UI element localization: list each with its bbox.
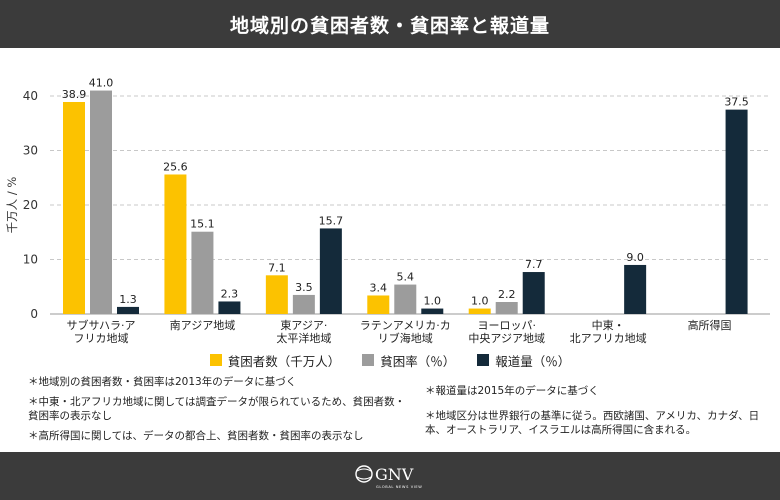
x-tick-label: 北アフリカ地域 [570, 332, 647, 345]
x-tick-label: 高所得国 [688, 318, 732, 332]
bar-value-label: 25.6 [163, 160, 188, 173]
chart-legend: 貧困者数（千万人） 貧困率（％） 報道量（％） [0, 351, 780, 369]
x-tick-label: ヨーロッパ· [477, 319, 536, 332]
x-tick-label: 東アジア· [280, 319, 327, 332]
note-coverage-year: ＊報道量は2015年のデータに基づく [425, 385, 599, 397]
x-tick-label: 中東・ [592, 319, 625, 332]
x-tick-label: 南アジア地域 [170, 319, 236, 332]
bar [624, 264, 647, 314]
bar [495, 302, 518, 314]
bar-value-label: 15.1 [190, 218, 215, 231]
bar [218, 301, 241, 314]
gnv-logo: GNV GLOBAL NEWS VIEW [355, 465, 422, 489]
legend-swatch-poor-population [209, 354, 222, 366]
chart-title: 地域別の貧困者数・貧困率と報道量 [229, 14, 550, 37]
logo-subtext: GLOBAL NEWS VIEW [376, 485, 422, 489]
y-tick-label: 30 [23, 144, 38, 158]
legend-label-poverty-rate: 貧困率（％） [380, 353, 456, 369]
bar-value-label: 1.0 [424, 295, 442, 308]
legend-item-poor-population: 貧困者数（千万人） [209, 351, 341, 369]
bar-value-label: 9.0 [626, 251, 644, 264]
bar [319, 228, 342, 314]
legend-label-coverage: 報道量（％） [495, 353, 571, 369]
globe-icon [355, 465, 373, 483]
bar-value-label: 1.0 [471, 295, 489, 308]
y-tick-label: 0 [30, 307, 38, 321]
legend-label-poor-population: 貧困者数（千万人） [227, 353, 341, 369]
bar [725, 109, 748, 314]
y-tick-label: 40 [23, 89, 38, 103]
bar-value-label: 3.5 [295, 281, 313, 294]
legend-swatch-coverage [477, 354, 490, 366]
legend-item-coverage: 報道量（％） [477, 351, 570, 369]
bar [522, 272, 545, 314]
bar-value-label: 5.4 [397, 271, 415, 284]
bar-value-label: 7.1 [268, 261, 286, 274]
legend-swatch-poverty-rate [362, 354, 375, 366]
x-tick-label: リブ海地域 [378, 331, 433, 345]
y-tick-label: 20 [23, 198, 38, 212]
bar-value-label: 38.9 [62, 88, 87, 101]
bar-value-label: 37.5 [724, 96, 749, 109]
bar [90, 90, 112, 314]
bar-value-label: 2.2 [498, 288, 516, 301]
bar [367, 295, 390, 314]
logo-text: GNV [375, 465, 414, 484]
bar-value-label: 41.0 [89, 77, 114, 90]
note-data-year: ＊地域別の貧困者数・貧困率は2013年のデータに基づく [28, 376, 297, 388]
bar-value-label: 1.3 [119, 293, 137, 306]
bar-value-label: 2.3 [221, 287, 239, 300]
bar [468, 308, 491, 314]
bar [265, 275, 288, 314]
bar [164, 174, 187, 314]
bar-chart: 0 10 20 30 40 千万人 / % 38.941.0 1.3 サブサハラ·アフリカ地域 2… [5, 77, 770, 345]
x-tick-label: ラテンアメリカ·カ [360, 319, 451, 332]
bar [421, 308, 444, 314]
note-mena: ＊中東・北アフリカ地域に関しては調査データが限られているため、貧困者数・貧困率の… [28, 396, 406, 422]
bar [63, 101, 85, 314]
bar-value-label: 15.7 [319, 214, 344, 227]
x-tick-label: フリカ地域 [74, 332, 129, 345]
bar-value-label: 7.7 [525, 258, 543, 271]
y-tick-label: 10 [23, 253, 38, 267]
bar [292, 294, 315, 314]
bar-value-label: 3.4 [370, 281, 388, 294]
bar [394, 284, 417, 314]
chart-header: 地域別の貧困者数・貧困率と報道量 [0, 0, 780, 48]
footer-bar [0, 452, 780, 500]
x-tick-label: サブサハラ·ア [66, 318, 135, 332]
legend-item-poverty-rate: 貧困率（％） [362, 351, 455, 369]
note-region-definition: ＊地域区分は世界銀行の基準に従う。西欧諸国、アメリカ、カナダ、日本、オーストラリ… [425, 410, 760, 436]
x-tick-label: 太平洋地域 [276, 331, 331, 345]
bar [191, 231, 214, 314]
x-tick-label: 中央アジア地域 [468, 332, 545, 345]
note-high-income: ＊高所得国に関しては、データの都合上、貧困者数・貧困率の表示なし [28, 430, 364, 442]
y-axis-label: 千万人 / % [5, 177, 19, 234]
bar [117, 306, 139, 314]
